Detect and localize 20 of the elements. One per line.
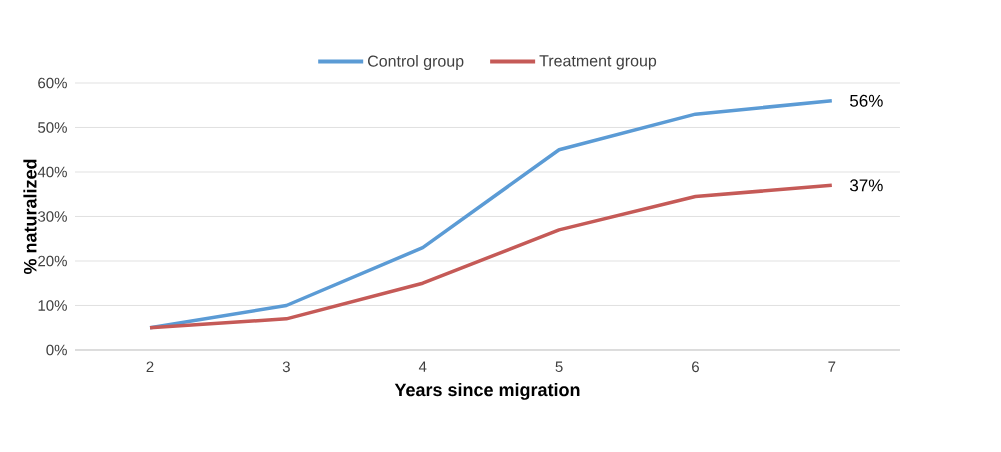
x-tick-label: 6 [692, 361, 699, 373]
x-tick-label: 5 [555, 361, 563, 372]
y-tick-label: 0% [46, 344, 67, 356]
x-tick-label: 2 [146, 361, 154, 372]
y-tick-label: 30% [38, 211, 67, 222]
y-tick-label: 50% [38, 122, 67, 133]
y-tick-label: 40% [37, 166, 67, 178]
data-label: 37% [849, 179, 883, 192]
y-tick-label: 60% [38, 77, 67, 89]
x-axis-title: Years since migration [394, 383, 580, 400]
legend-label: Control group [368, 55, 464, 70]
y-tick-label: 20% [38, 255, 67, 267]
data-label: 56% [850, 94, 883, 107]
legend-label: Treatment group [539, 55, 657, 70]
x-tick-label: 4 [418, 361, 427, 372]
x-tick-label: 3 [282, 361, 290, 373]
line-series [148, 183, 834, 330]
y-axis-title: % naturalized [23, 159, 37, 275]
y-tick-label: 10% [38, 300, 67, 311]
x-tick-label: 7 [828, 361, 836, 372]
